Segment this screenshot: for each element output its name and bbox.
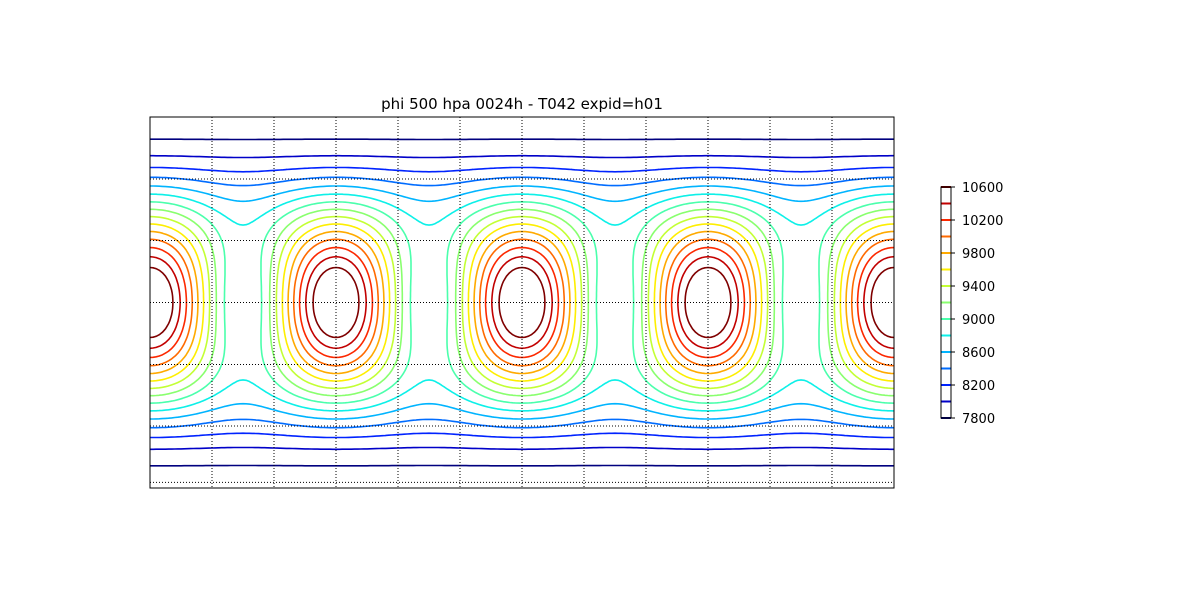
colorbar: 10600 10200 9800 9400 9000 8600 8200 7800 [940, 181, 1003, 427]
contour-level-8200 [150, 166, 894, 439]
colorbar-frame [940, 186, 952, 419]
contour-level-7800 [150, 138, 894, 467]
contour-level-9400 [150, 215, 894, 390]
colorbar-tick-label: 7800 [962, 412, 995, 427]
contour-level-9800 [150, 230, 894, 375]
colorbar-tick-label: 9400 [962, 280, 995, 295]
plot-area [149, 116, 895, 489]
contour-level-8600 [150, 185, 894, 420]
contour-level-8800 [150, 193, 894, 412]
colorbar-tick-label: 9800 [962, 247, 995, 262]
contour-level-8400 [150, 176, 894, 429]
contour-level-9600 [150, 223, 894, 382]
contour-level-10400 [150, 255, 894, 350]
contour-level-10200 [150, 246, 894, 359]
colorbar-tick-label: 9000 [962, 313, 995, 328]
colorbar-tick-label: 8600 [962, 346, 995, 361]
colorbar-tick-label: 8200 [962, 379, 995, 394]
chart-title: phi 500 hpa 0024h - T042 expid=h01 [381, 95, 663, 113]
contour-level-10000 [150, 238, 894, 367]
gridlines [150, 117, 894, 488]
contour-lines [150, 138, 894, 467]
colorbar-tick-label: 10600 [962, 181, 1003, 196]
plot-frame [149, 116, 895, 489]
contour-level-9200 [150, 208, 894, 397]
contour-level-10600 [150, 266, 894, 339]
contour-level-9000 [150, 201, 894, 404]
contour-level-8000 [150, 154, 894, 451]
colorbar-tick-label: 10200 [962, 214, 1003, 229]
